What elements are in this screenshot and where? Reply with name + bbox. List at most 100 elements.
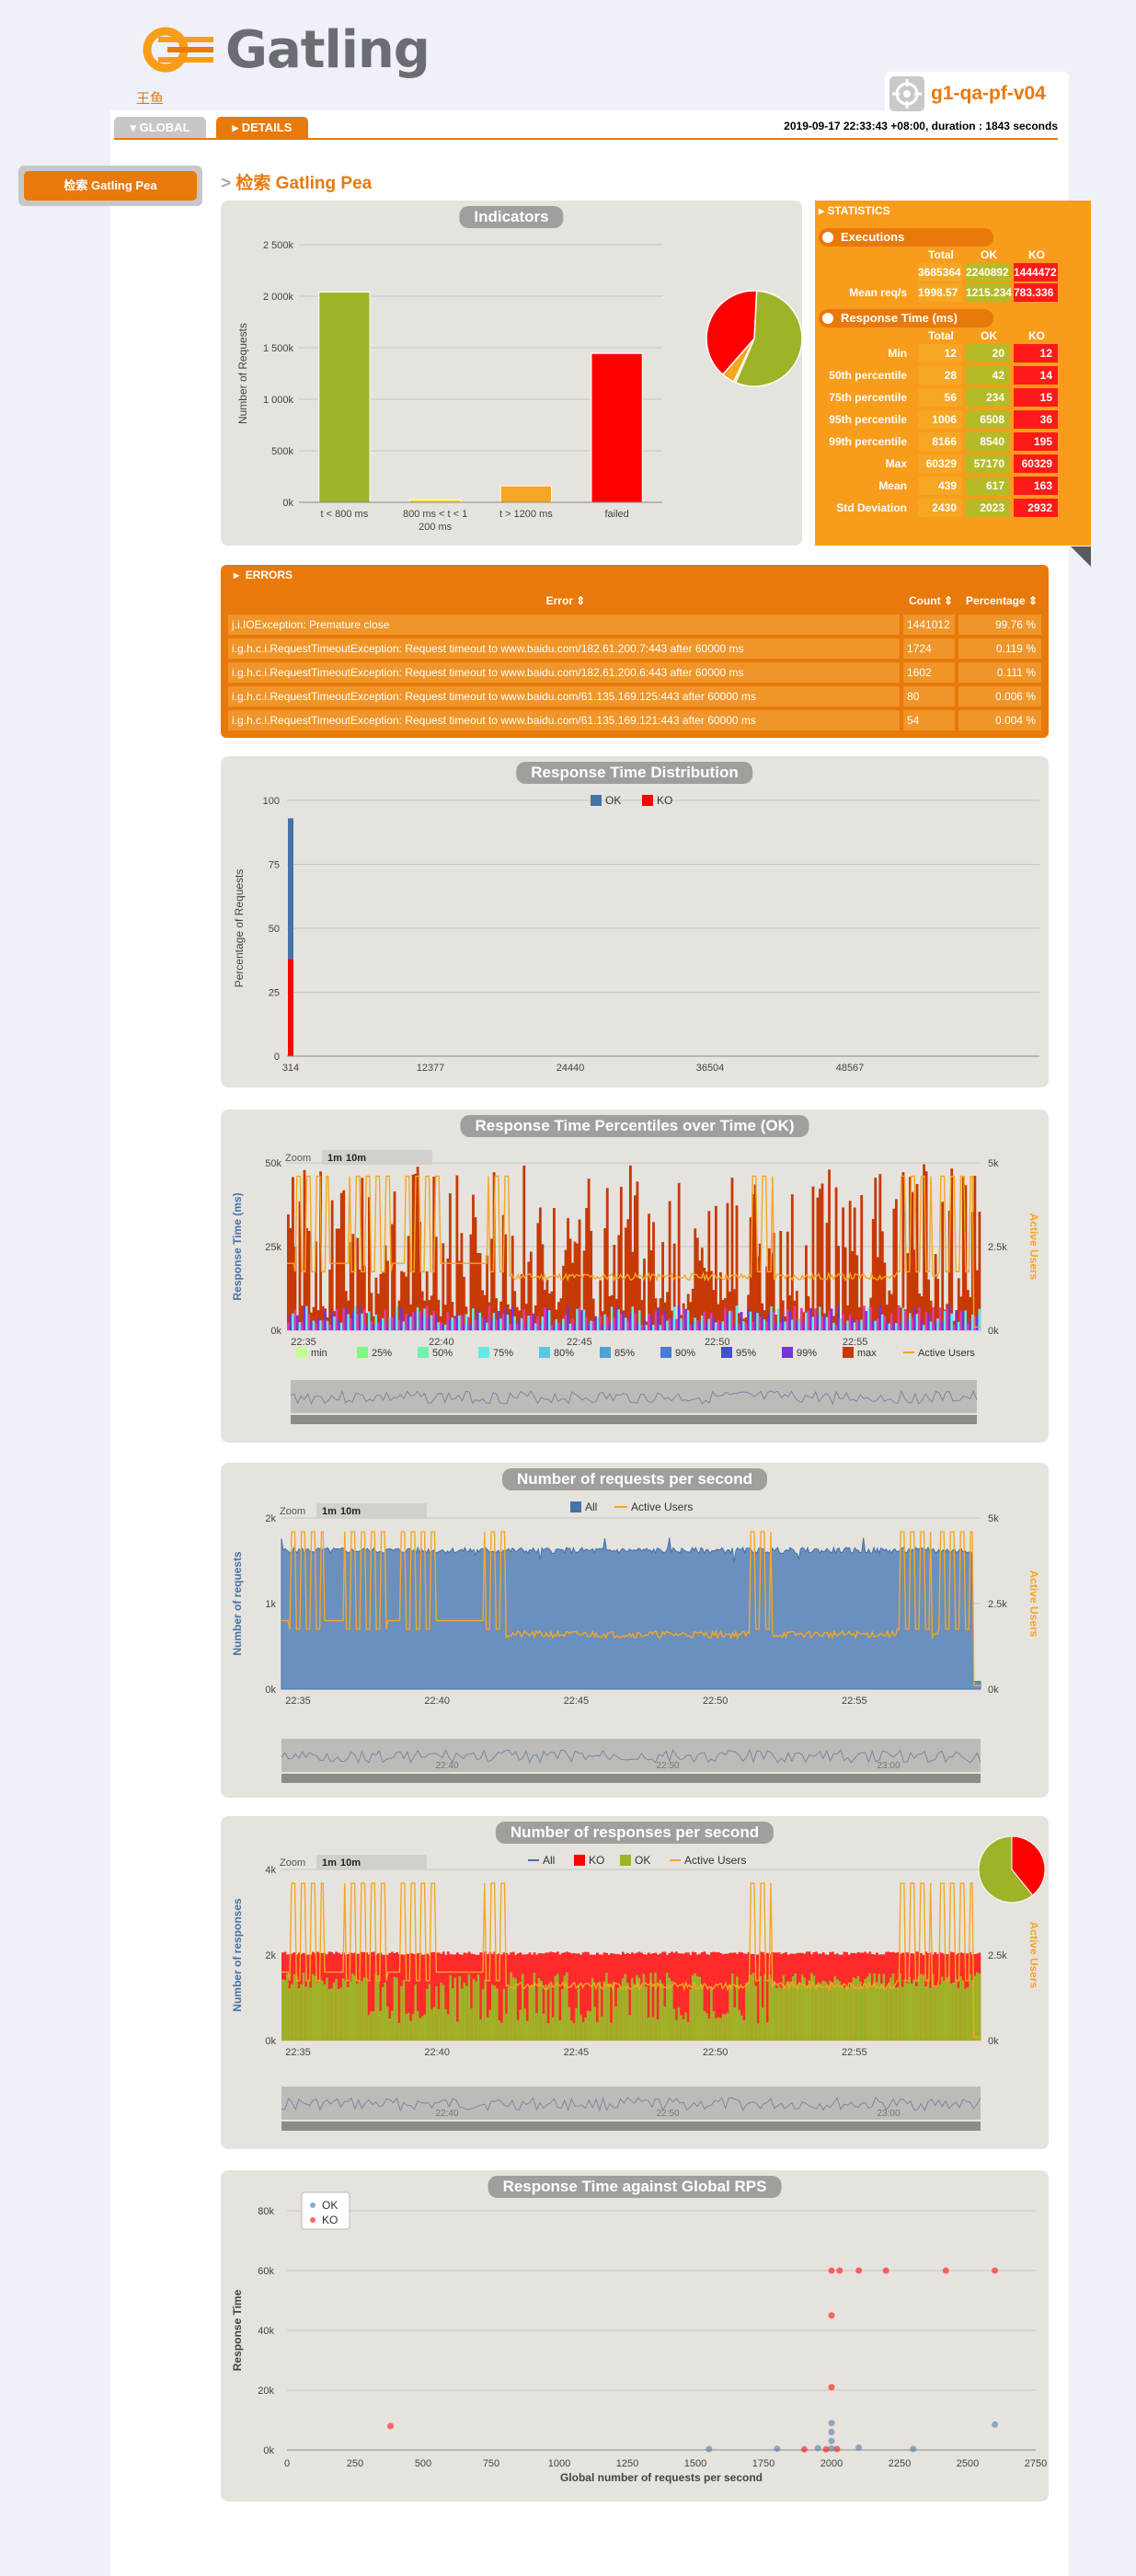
ok-area: [947, 1975, 951, 2041]
ok-area: [975, 1972, 979, 2041]
max-area: [527, 1261, 531, 1330]
col-error[interactable]: Error ⇕: [228, 591, 900, 611]
percentile-area: [707, 1318, 711, 1330]
legend-swatch: [418, 1347, 429, 1358]
percentile-area: [372, 1324, 375, 1330]
error-count: 1441012: [903, 615, 955, 635]
sidebar-item-request[interactable]: 检索 Gatling Pea: [24, 171, 197, 201]
ok-area: [416, 2010, 419, 2041]
ok-area: [370, 2011, 373, 2041]
ok-area: [437, 2008, 441, 2041]
percentile-area: [377, 1322, 380, 1330]
col-count[interactable]: Count ⇕: [903, 591, 955, 611]
max-area: [717, 1304, 720, 1330]
ok-area: [614, 2006, 618, 2041]
max-area: [668, 1201, 671, 1330]
percentile-area: [591, 1321, 595, 1330]
ok-area: [710, 1985, 713, 2041]
max-area: [576, 1243, 579, 1330]
percentile-area: [582, 1309, 586, 1330]
x-tick-label: 1000: [548, 2458, 570, 2469]
ok-area: [740, 2015, 743, 2041]
ko-area: [596, 1952, 599, 2041]
ko-area: [719, 1953, 723, 2041]
tab-details[interactable]: ▸ DETAILS: [216, 117, 308, 139]
y-tick-label: 1 000k: [263, 395, 294, 406]
ok-area: [440, 1982, 443, 2041]
col-percentage[interactable]: Percentage ⇕: [958, 591, 1041, 611]
percentile-area: [409, 1317, 413, 1330]
ok-area: [682, 2018, 685, 2041]
max-area: [906, 1253, 910, 1330]
max-area: [786, 1231, 789, 1330]
max-area: [310, 1312, 313, 1330]
y-tick-label: 0k: [263, 2445, 274, 2456]
max-area: [878, 1174, 882, 1330]
ok-area: [698, 1976, 702, 2041]
max-area: [694, 1228, 697, 1330]
ok-area: [396, 1977, 398, 2041]
ok-area: [952, 1983, 956, 2041]
ok-area: [295, 1976, 299, 2041]
percentile-area: [529, 1315, 533, 1330]
max-area: [961, 1177, 965, 1330]
ok-area: [686, 2021, 690, 2041]
ok-area: [765, 2022, 769, 2041]
max-area: [330, 1200, 334, 1330]
max-area: [649, 1250, 653, 1330]
max-area: [393, 1191, 396, 1330]
tab-global[interactable]: ▾ GLOBAL: [114, 117, 206, 139]
percentile-area: [534, 1323, 537, 1330]
ok-area: [763, 1973, 767, 2041]
x-tick-label: 22:50: [703, 1696, 729, 1707]
x-tick-label: 22:45: [564, 2047, 590, 2058]
max-area: [700, 1248, 704, 1330]
max-area: [973, 1176, 977, 1330]
max-area: [883, 1262, 887, 1330]
max-area: [287, 1213, 290, 1330]
ok-area: [625, 1983, 629, 2041]
ok-area: [283, 1980, 287, 2041]
max-area: [321, 1305, 325, 1330]
max-area: [705, 1271, 708, 1330]
ok-area: [537, 1978, 541, 2041]
max-area: [428, 1300, 431, 1330]
column-header: KO: [1028, 329, 1045, 342]
ok-area: [414, 1984, 418, 2041]
ko-area: [761, 1951, 764, 2041]
ok-area: [885, 1988, 888, 2041]
percentile-area: [765, 1321, 769, 1330]
max-area: [349, 1242, 352, 1330]
ok-area: [519, 2009, 522, 2041]
column-header: OK: [981, 248, 997, 261]
ko-area: [717, 1951, 720, 2041]
legend-label: All: [585, 1501, 597, 1513]
ko-area: [379, 1952, 383, 2041]
percentile-area: [649, 1316, 653, 1330]
percentile-area: [709, 1313, 713, 1330]
stat-value: 2240892: [966, 263, 1010, 282]
percentile-area: [557, 1322, 560, 1330]
ok-area: [726, 2012, 729, 2041]
percentile-area: [909, 1313, 912, 1330]
ok-area: [931, 1973, 935, 2041]
percentile-area: [622, 1312, 625, 1330]
percentile-area: [342, 1307, 346, 1330]
percentile-area: [645, 1325, 648, 1330]
percentile-area: [578, 1307, 581, 1330]
scatter-panel: Response Time against Global RPS 0k 20k 40…: [221, 2170, 1049, 2501]
y-tick-label: 80k: [258, 2206, 274, 2217]
x-tick-label: 22:40: [424, 2047, 450, 2058]
ok-area: [297, 1988, 301, 2041]
y-tick-label: 40k: [258, 2326, 274, 2337]
max-area: [970, 1212, 974, 1330]
percentile-area: [448, 1318, 452, 1330]
y-tick-label: 60k: [258, 2266, 274, 2277]
ok-area: [887, 1984, 890, 2041]
ok-area: [859, 1981, 863, 2041]
ok-area: [824, 1981, 828, 2041]
y-tick-label: 25k: [265, 1242, 281, 1253]
ok-area: [405, 2014, 408, 2041]
percentile-area: [788, 1311, 792, 1330]
ko-area: [446, 1951, 450, 2041]
